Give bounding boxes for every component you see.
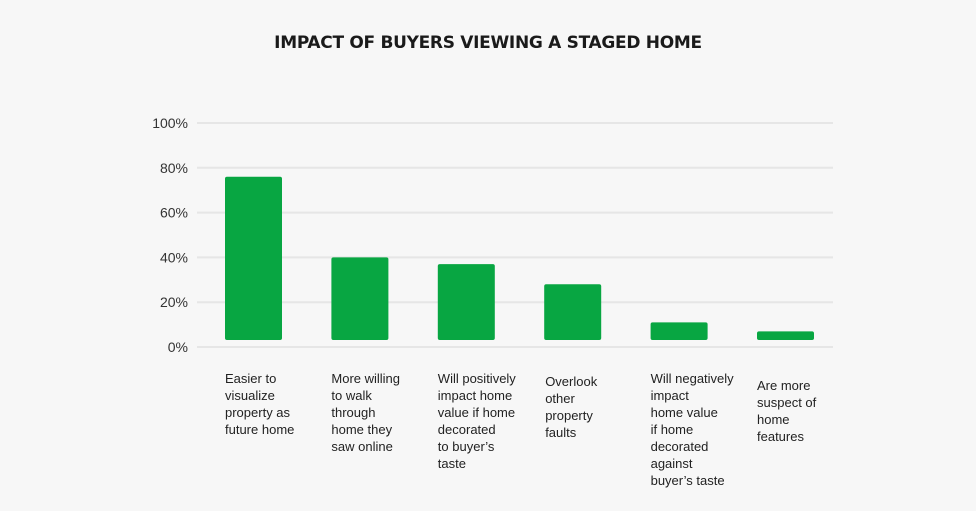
x-category-label: Are more suspect of home features bbox=[757, 378, 817, 444]
chart-title: IMPACT OF BUYERS VIEWING A STAGED HOME bbox=[274, 33, 702, 53]
x-category-label: Easier to visualize property as future home bbox=[225, 371, 295, 437]
bar bbox=[650, 322, 708, 340]
bar bbox=[225, 176, 282, 340]
x-category-label: Will negatively impact home value if home de… bbox=[650, 371, 734, 488]
bar bbox=[437, 264, 495, 340]
x-category-label: Will positively impact home value if home d… bbox=[437, 371, 516, 471]
y-tick-label: 20% bbox=[160, 294, 188, 310]
y-tick-label: 100% bbox=[152, 115, 188, 131]
x-category-label: More willing to walk through home they saw o… bbox=[331, 371, 401, 454]
y-tick-label: 40% bbox=[160, 249, 188, 265]
x-category-label: Overlook other property faults bbox=[545, 374, 598, 440]
bar bbox=[331, 257, 389, 340]
y-tick-label: 80% bbox=[160, 160, 188, 176]
y-tick-label: 60% bbox=[160, 205, 188, 221]
bar bbox=[757, 331, 814, 340]
bar bbox=[544, 284, 602, 340]
y-tick-label: 0% bbox=[168, 339, 188, 355]
